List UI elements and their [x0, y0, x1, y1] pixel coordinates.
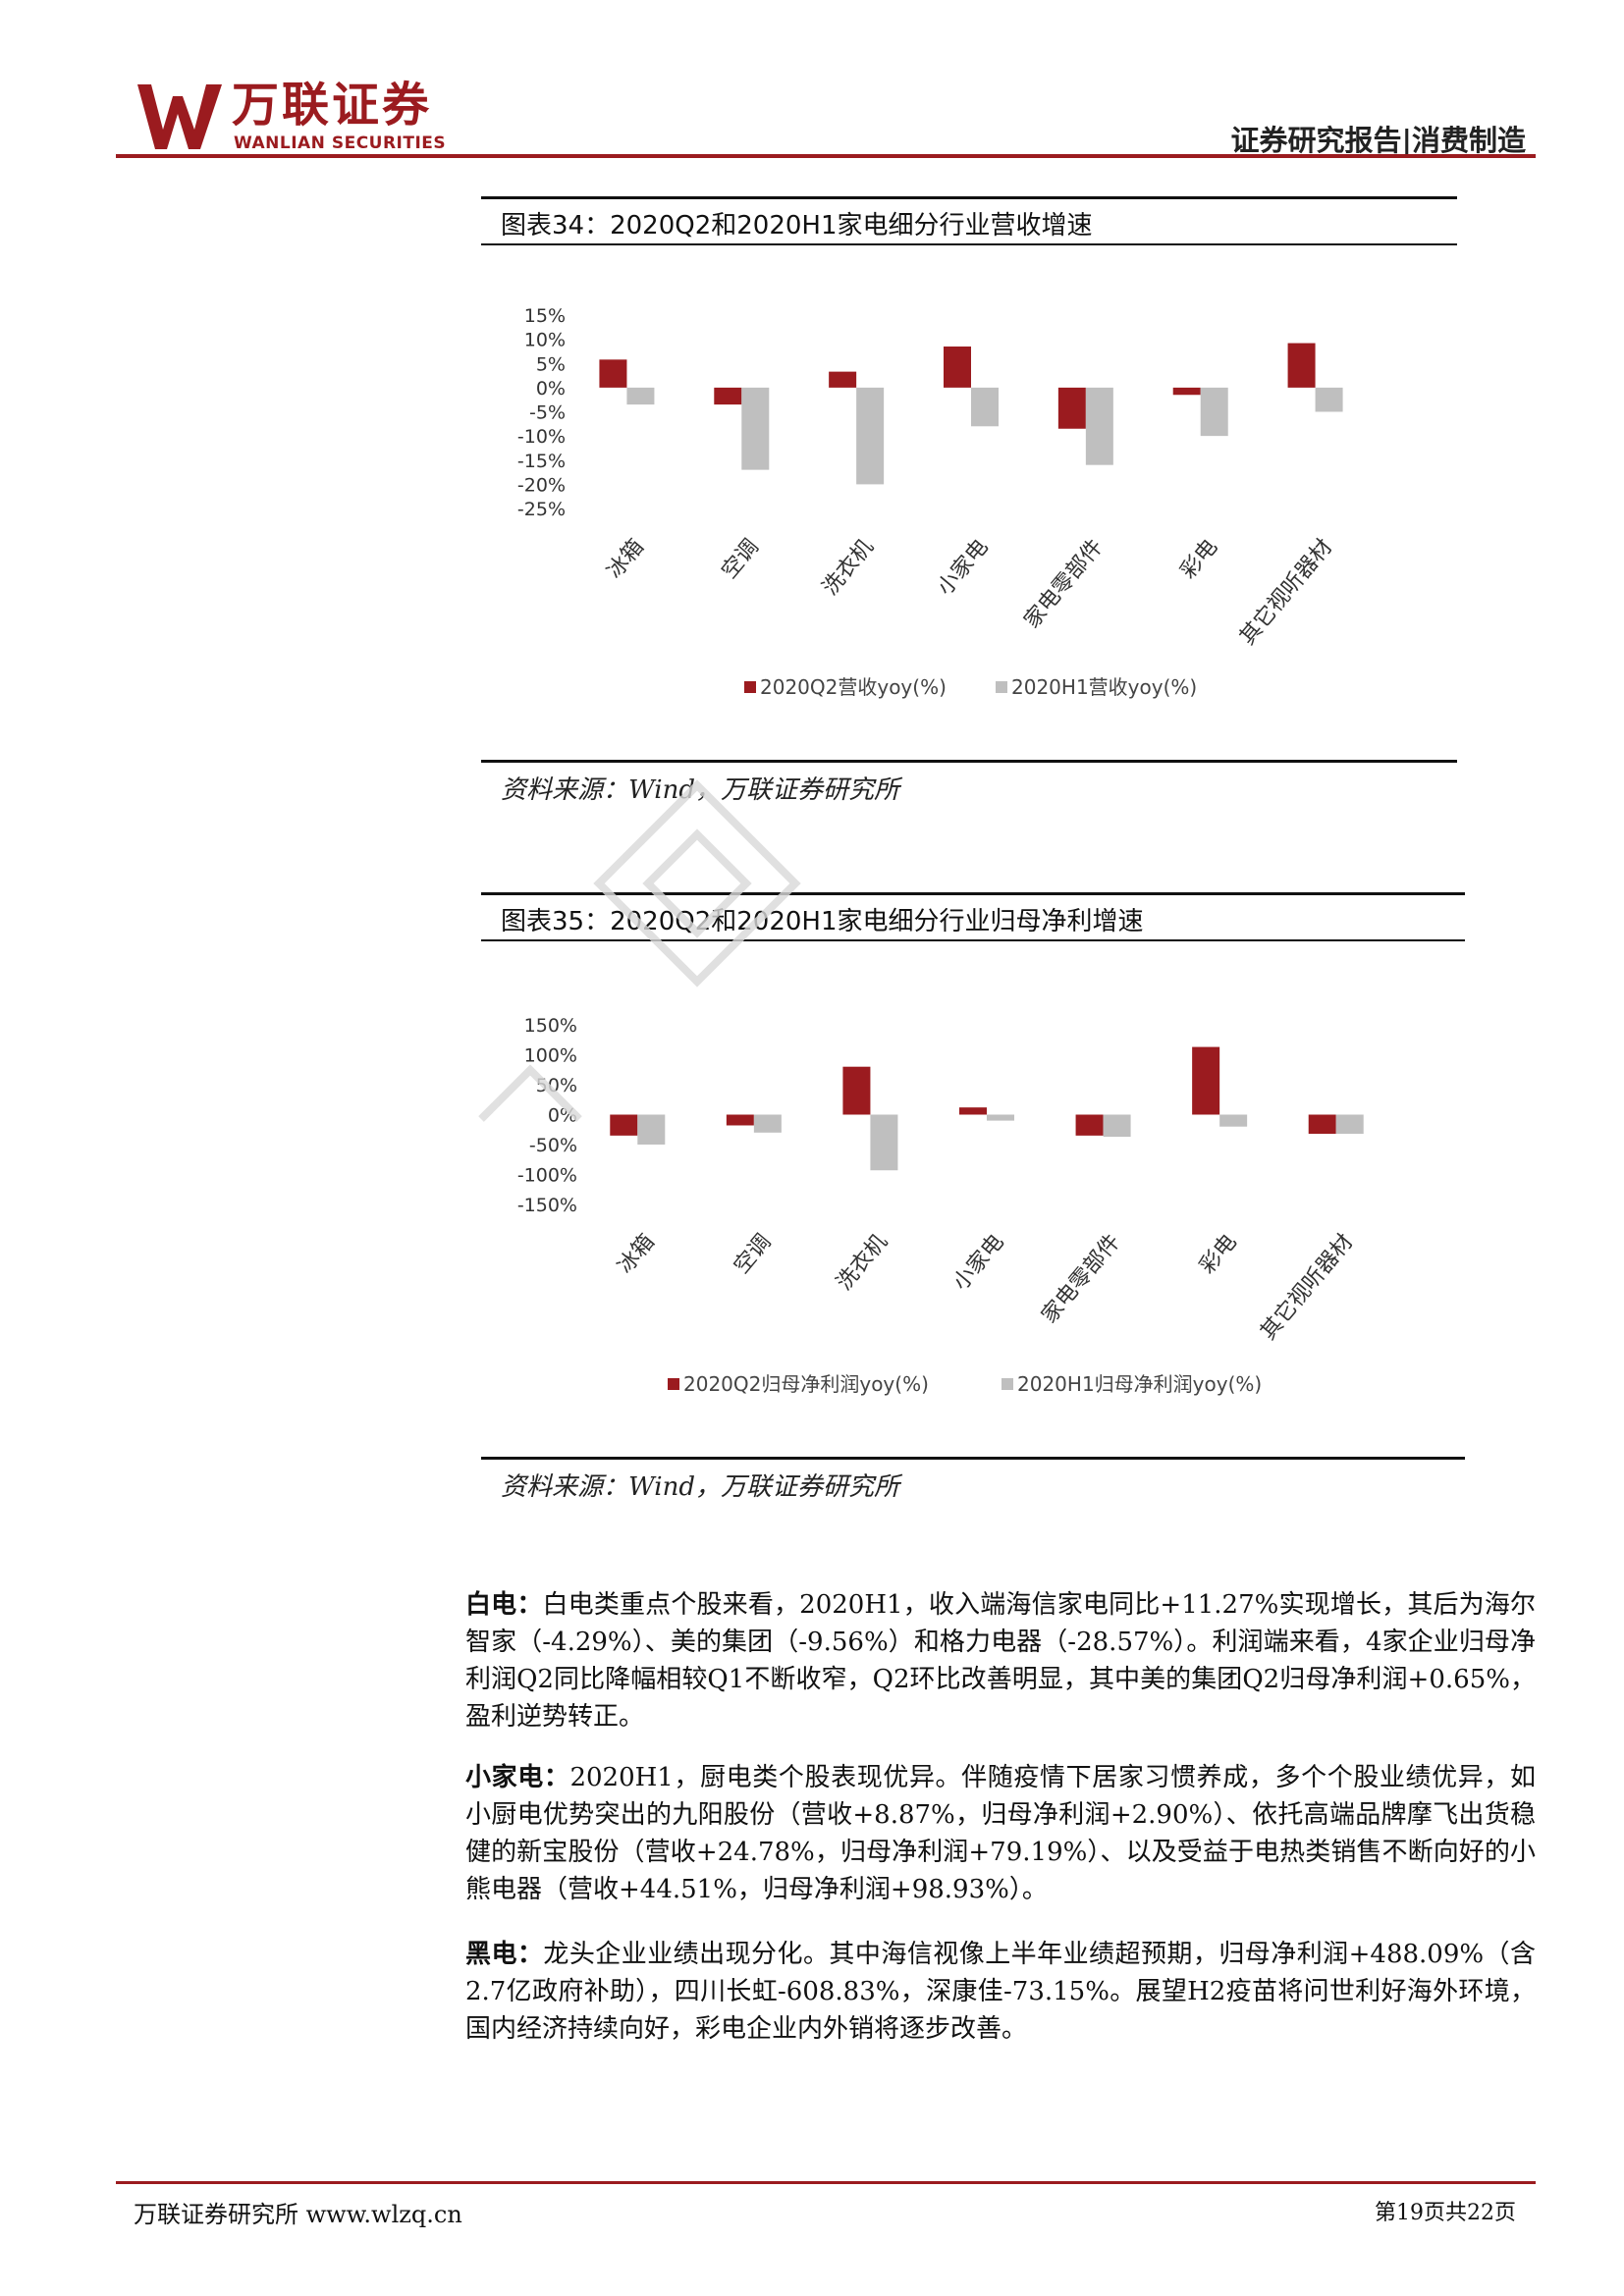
logo-w-icon	[137, 84, 222, 149]
figure35-source: 资料来源：Wind，万联证券研究所	[501, 1472, 899, 1502]
paragraph-text: 白电类重点个股来看，2020H1，收入端海信家电同比+11.27%实现增长，其后…	[465, 1590, 1536, 1732]
x-category-label: 冰箱	[603, 535, 649, 584]
legend-label: 2020Q2营收yoy(%)	[760, 675, 947, 699]
bar-h1	[753, 1114, 782, 1133]
logo-english-name: WANLIAN SECURITIES	[234, 133, 447, 153]
figure35-chart: 150% 100% 50% 0% -50% -100% -150% 冰箱 空调 洗衣机 小家电 家电零…	[517, 1015, 1364, 1396]
paragraph-lead: 小家电：	[465, 1763, 570, 1792]
figure34-top-rule	[481, 196, 1457, 199]
x-category-label: 家电零部件	[1020, 535, 1109, 633]
header-divider	[116, 154, 1536, 158]
x-category-label: 洗衣机	[818, 535, 879, 601]
y-tick-label: -100%	[517, 1165, 577, 1187]
bar-h1	[1200, 387, 1228, 437]
x-category-label: 空调	[730, 1230, 776, 1279]
bar-h1	[870, 1114, 898, 1171]
y-tick-label: 5%	[536, 353, 566, 375]
paragraph-lead: 白电：	[465, 1590, 543, 1620]
figure35-bottom-rule	[481, 1457, 1465, 1460]
bar-h1	[971, 387, 999, 427]
bar-q2	[842, 1066, 871, 1115]
paragraph-text: 龙头企业业绩出现分化。其中海信视像上半年业绩超预期，归母净利润+488.09%（…	[465, 1940, 1536, 2044]
figure35-title-rule	[481, 939, 1465, 941]
y-tick-label: -15%	[517, 451, 566, 472]
x-category-label: 彩电	[1195, 1230, 1241, 1279]
x-category-label: 空调	[717, 535, 763, 584]
legend-swatch	[744, 681, 756, 693]
legend-label: 2020H1营收yoy(%)	[1011, 675, 1197, 699]
bar-q2	[944, 347, 971, 388]
x-category-label: 其它视听器材	[1256, 1230, 1358, 1345]
x-category-label: 冰箱	[613, 1230, 659, 1279]
figure34-chart: 15% 10%5% 0%-5%-10% -15%-20% -25% 冰箱 空调 洗衣机 小家电家…	[517, 305, 1343, 699]
bar-h1	[856, 387, 885, 485]
report-category: 证券研究报告|消费制造	[1230, 124, 1526, 157]
bar-q2	[1075, 1114, 1104, 1136]
figure34-source: 资料来源：Wind，万联证券研究所	[501, 775, 899, 805]
paragraph-small-appliances: 小家电：2020H1，厨电类个股表现优异。伴随疫情下居家习惯养成，多个个股业绩优…	[465, 1759, 1536, 1908]
bar-q2	[610, 1114, 638, 1136]
legend-label: 2020Q2归母净利润yoy(%)	[683, 1372, 929, 1396]
y-tick-label: 50%	[536, 1075, 577, 1096]
bar-q2	[599, 359, 627, 388]
x-category-label: 小家电	[933, 535, 994, 601]
footer-divider	[116, 2181, 1536, 2184]
x-category-label: 家电零部件	[1037, 1230, 1125, 1328]
legend-label: 2020H1归母净利润yoy(%)	[1017, 1372, 1262, 1396]
y-tick-label: 150%	[524, 1015, 577, 1037]
bar-h1	[1219, 1114, 1248, 1127]
paragraph-white-goods: 白电：白电类重点个股来看，2020H1，收入端海信家电同比+11.27%实现增长…	[465, 1586, 1536, 1735]
bar-h1	[741, 387, 770, 470]
logo-chinese-name: 万联证券	[232, 78, 433, 133]
page-number: 第19页共22页	[1375, 2201, 1516, 2225]
y-tick-label: -150%	[517, 1195, 577, 1216]
bar-h1	[1085, 387, 1113, 465]
footer-institute: 万联证券研究所 www.wlzq.cn	[134, 2201, 462, 2228]
bar-q2	[829, 371, 857, 388]
x-category-label: 小家电	[948, 1230, 1009, 1296]
y-tick-label: 100%	[524, 1045, 577, 1067]
y-tick-label: 0%	[536, 378, 566, 400]
bar-h1	[987, 1114, 1014, 1121]
bar-q2	[1308, 1114, 1336, 1135]
legend-swatch	[996, 681, 1007, 693]
figure35-top-rule	[481, 892, 1465, 895]
paragraph-lead: 黑电：	[465, 1940, 544, 1969]
y-tick-label: 15%	[524, 305, 566, 327]
figure34-bottom-rule	[481, 760, 1457, 763]
y-tick-label: -50%	[529, 1135, 577, 1156]
bar-q2	[1057, 387, 1086, 429]
bar-q2	[726, 1114, 754, 1126]
bar-q2	[714, 387, 742, 405]
paragraph-text: 2020H1，厨电类个股表现优异。伴随疫情下居家习惯养成，多个个股业绩优异，如小…	[465, 1763, 1536, 1904]
bar-h1	[1315, 387, 1343, 412]
x-category-label: 洗衣机	[832, 1230, 893, 1296]
bar-h1	[1103, 1114, 1131, 1138]
y-tick-label: 10%	[524, 330, 566, 351]
bar-q2	[959, 1107, 987, 1115]
bar-q2	[1192, 1046, 1220, 1115]
bar-h1	[637, 1114, 666, 1145]
figure35-title: 图表35：2020Q2和2020H1家电细分行业归母净利增速	[501, 907, 1144, 936]
legend-swatch	[1001, 1378, 1013, 1390]
x-category-label: 其它视听器材	[1235, 535, 1337, 650]
y-tick-label: -20%	[517, 474, 566, 496]
bar-q2	[1172, 387, 1201, 396]
x-category-label: 彩电	[1176, 535, 1222, 584]
y-tick-label: 0%	[548, 1105, 577, 1127]
paragraph-black-goods: 黑电：龙头企业业绩出现分化。其中海信视像上半年业绩超预期，归母净利润+488.0…	[465, 1936, 1536, 2048]
bar-h1	[1335, 1114, 1364, 1135]
figure34-title-rule	[481, 243, 1457, 245]
y-tick-label: -25%	[517, 499, 566, 520]
legend-swatch	[668, 1378, 679, 1390]
bar-h1	[626, 387, 655, 405]
y-tick-label: -10%	[517, 426, 566, 448]
figure34-title: 图表34：2020Q2和2020H1家电细分行业营收增速	[501, 211, 1093, 240]
bar-q2	[1287, 343, 1316, 388]
y-tick-label: -5%	[529, 402, 566, 424]
